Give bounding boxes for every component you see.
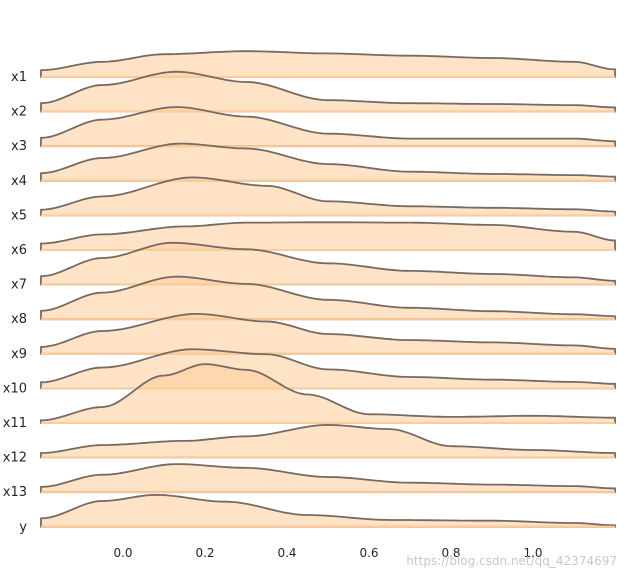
ridge-label-x3: x3 [11,139,27,154]
ridge-x3 [40,106,616,148]
ridge-label-x11: x11 [3,416,27,431]
y-axis-labels: x1 x2 x3 x4 x5 x6 x7 x8 x9 x10 x11 x12 x13 y [3,70,28,535]
ridge-y [40,493,616,528]
ridge-x11 [40,363,616,424]
x-axis-tick-labels: 0.0 0.2 0.4 0.6 0.8 1.0 [113,546,542,560]
ridge-label-y: y [19,520,27,535]
ridge-x6 [40,221,616,251]
x-tick-label: 0.6 [359,546,378,560]
ridge-label-x1: x1 [11,70,27,85]
ridge-label-x6: x6 [11,243,27,258]
ridge-x7 [40,241,616,286]
ridge-label-x13: x13 [3,485,27,500]
ridge-label-x8: x8 [11,312,27,327]
ridge-label-x4: x4 [11,174,27,189]
ridge-x4 [40,142,616,182]
ridge-x9 [40,313,616,355]
ridge-x2 [40,70,616,113]
x-tick-label: 0.2 [195,546,214,560]
x-tick-label: 0.0 [113,546,132,560]
ridge-label-x7: x7 [11,278,27,293]
ridge-x13 [40,463,616,494]
ridge-label-x5: x5 [11,208,27,223]
ridge-label-x10: x10 [3,381,27,396]
ridge-x10 [40,348,616,390]
x-tick-label: 0.4 [277,546,296,560]
ridge-label-x9: x9 [11,347,27,362]
ridge-x8 [40,275,616,321]
x-tick-label: 1.0 [523,546,542,560]
ridge-x5 [40,176,616,217]
watermark: https://blog.csdn.net/qq_42374697 [406,554,617,568]
ridge-x1 [40,50,616,78]
ridge-x12 [40,423,616,459]
ridge-label-x2: x2 [11,105,27,120]
ridge-label-x12: x12 [3,451,27,466]
ridges [40,50,616,528]
x-tick-label: 0.8 [441,546,460,560]
